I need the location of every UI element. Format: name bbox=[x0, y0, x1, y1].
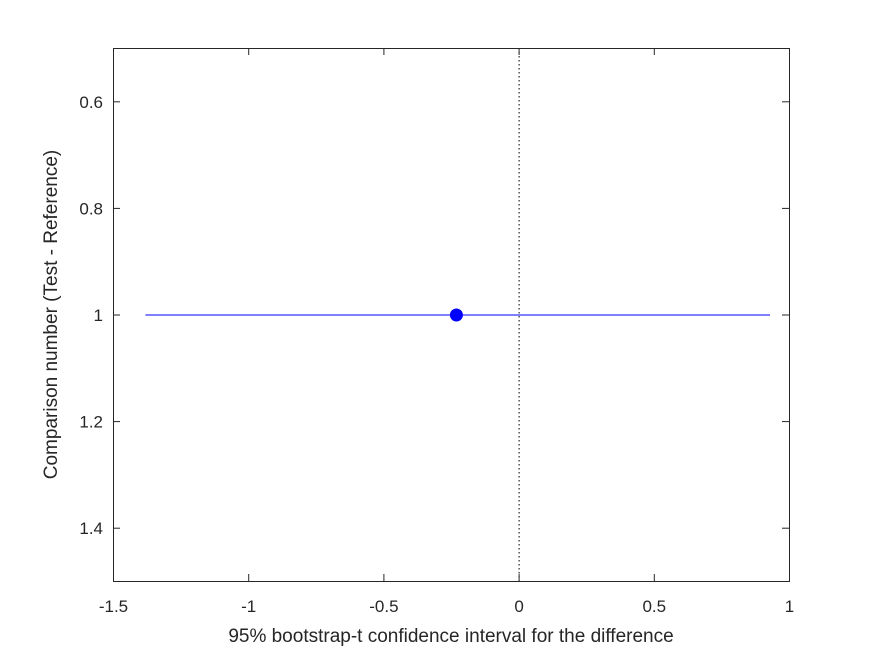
y-tick-label: 0.8 bbox=[79, 199, 103, 218]
x-tick-label: -0.5 bbox=[369, 597, 398, 616]
y-tick-label: 1 bbox=[94, 306, 103, 325]
point-estimate-marker bbox=[449, 308, 463, 322]
tick-layer: -1.5 -1 -0.5 0 0.5 1 0.6 0.8 1 1.2 1.4 bbox=[79, 48, 794, 616]
y-axis-label: Comparison number (Test - Reference) bbox=[41, 150, 62, 479]
x-tick-label: 1 bbox=[785, 597, 794, 616]
x-tick-label: 0 bbox=[514, 597, 523, 616]
x-tick-label: -1 bbox=[241, 597, 256, 616]
y-tick-label: 1.2 bbox=[79, 413, 103, 432]
data-layer bbox=[145, 308, 771, 322]
x-axis-label: 95% bootstrap-t confidence interval for … bbox=[228, 626, 673, 647]
x-tick-label: 0.5 bbox=[642, 597, 666, 616]
y-tick-label: 0.6 bbox=[79, 93, 103, 112]
y-tick-label: 1.4 bbox=[79, 519, 103, 538]
x-tick-label: -1.5 bbox=[99, 597, 128, 616]
